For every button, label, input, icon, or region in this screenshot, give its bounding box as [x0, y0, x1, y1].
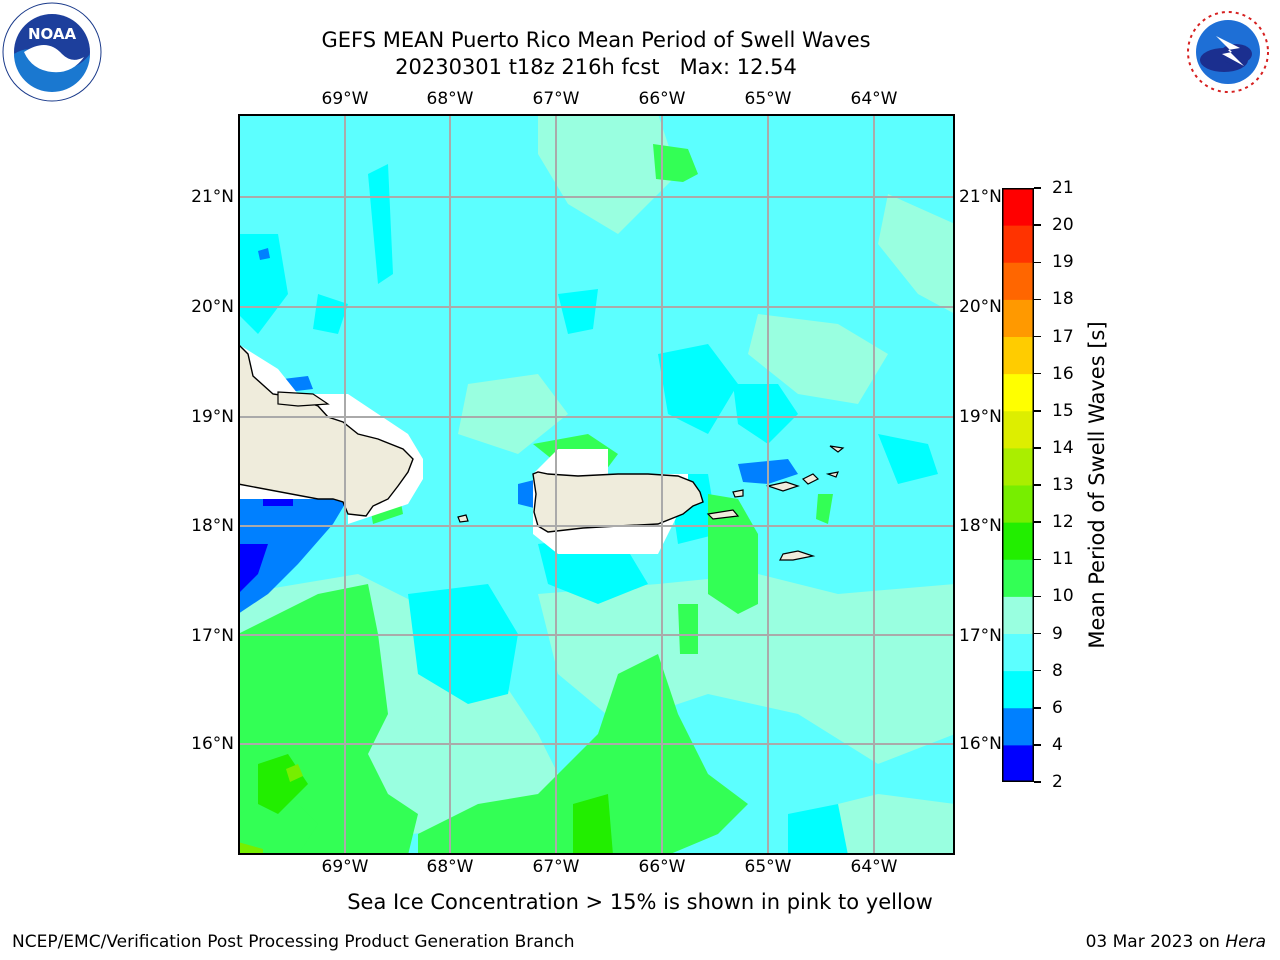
lat-label-right: 21°N: [959, 187, 1002, 207]
forecast-subtitle: 20230301 t18z 216h fcst Max: 12.54: [395, 55, 797, 79]
lon-label-bottom: 65°W: [744, 857, 792, 877]
lat-label-right: 16°N: [959, 734, 1002, 754]
colorbar-tick-mark: [1034, 484, 1041, 486]
colorbar-tick-label: 10: [1052, 586, 1074, 607]
colorbar-bin: [1002, 559, 1034, 597]
colorbar-tick-label: 18: [1052, 289, 1074, 310]
lon-label-top: 66°W: [638, 89, 686, 109]
colorbar-bin: [1002, 225, 1034, 263]
colorbar-bin: [1002, 410, 1034, 449]
footer-credit: NCEP/EMC/Verification Post Processing Pr…: [12, 932, 575, 952]
colorbar-tick-mark: [1034, 410, 1041, 412]
colorbar-bin: [1002, 447, 1034, 486]
colorbar-tick-label: 8: [1052, 660, 1063, 681]
colorbar-tick-label: 16: [1052, 363, 1074, 384]
lon-label-bottom: 66°W: [638, 857, 686, 877]
lon-label-bottom: 69°W: [321, 857, 369, 877]
sea-ice-note: Sea Ice Concentration > 15% is shown in …: [347, 890, 933, 914]
lat-label-left: 17°N: [191, 626, 234, 646]
lat-label-left: 21°N: [191, 187, 234, 207]
lon-label-bottom: 68°W: [426, 857, 474, 877]
colorbar-tick-mark: [1034, 335, 1041, 338]
colorbar-bin: [1002, 670, 1034, 709]
nws-logo-icon: [1180, 4, 1276, 100]
colorbar-tick-mark: [1034, 261, 1041, 263]
footer-date-text: 03 Mar 2023 on: [1085, 932, 1226, 952]
lon-label-top: 65°W: [744, 89, 792, 109]
colorbar-tick-label: 20: [1052, 215, 1074, 236]
lon-label-bottom: 67°W: [532, 857, 580, 877]
colorbar-bin: [1002, 744, 1034, 782]
colorbar-tick-label: 19: [1052, 252, 1074, 273]
colorbar-label: Mean Period of Swell Waves [s]: [1085, 321, 1109, 649]
colorbar-tick-label: 2: [1052, 772, 1063, 792]
lat-label-right: 19°N: [959, 407, 1002, 427]
lon-label-top: 68°W: [426, 89, 474, 109]
colorbar-tick-label: 15: [1052, 400, 1074, 421]
colorbar-bin: [1002, 633, 1034, 672]
colorbar-bin: [1002, 299, 1034, 337]
footer-date: 03 Mar 2023 on Hera: [1086, 932, 1266, 952]
colorbar-bin: [1002, 707, 1034, 746]
colorbar-bin: [1002, 373, 1034, 412]
footer-host: Hera: [1225, 932, 1266, 952]
colorbar-tick-mark: [1034, 707, 1041, 709]
colorbar-tick-label: 13: [1052, 475, 1074, 495]
lat-label-left: 20°N: [191, 297, 234, 317]
noaa-logo-text: NOAA: [28, 25, 77, 43]
lat-label-left: 19°N: [191, 407, 234, 427]
colorbar-bin: [1002, 336, 1034, 375]
lat-label-left: 18°N: [191, 516, 234, 536]
swell-period-map: [238, 114, 955, 855]
colorbar-tick-label: 12: [1052, 512, 1074, 533]
colorbar-tick-mark: [1034, 595, 1041, 598]
colorbar-bin: [1002, 188, 1034, 226]
colorbar-tick-mark: [1034, 298, 1041, 301]
lon-label-top: 67°W: [532, 89, 580, 109]
colorbar-tick-label: 21: [1052, 178, 1074, 198]
colorbar-tick-mark: [1034, 744, 1041, 746]
colorbar-tick-mark: [1034, 187, 1041, 189]
lon-label-bottom: 64°W: [850, 857, 898, 877]
noaa-logo-icon: NOAA: [2, 2, 102, 102]
colorbar-tick-label: 17: [1052, 326, 1074, 347]
colorbar-tick-mark: [1034, 521, 1041, 523]
colorbar-tick-mark: [1034, 447, 1041, 449]
colorbar-tick-label: 4: [1052, 734, 1063, 755]
colorbar-bin: [1002, 522, 1034, 560]
lat-label-right: 17°N: [959, 626, 1002, 646]
lat-label-right: 18°N: [959, 516, 1002, 536]
colorbar-tick-mark: [1034, 632, 1041, 635]
colorbar-tick-mark: [1034, 224, 1041, 226]
colorbar-tick-label: 11: [1052, 549, 1074, 570]
colorbar-tick-label: 6: [1052, 697, 1063, 718]
map-title: GEFS MEAN Puerto Rico Mean Period of Swe…: [321, 28, 871, 52]
lon-label-top: 64°W: [850, 89, 898, 109]
colorbar-bin: [1002, 485, 1034, 523]
colorbar-bin: [1002, 596, 1034, 634]
lat-label-right: 20°N: [959, 297, 1002, 317]
colorbar-tick-mark: [1034, 781, 1041, 783]
colorbar-tick-mark: [1034, 669, 1041, 672]
colorbar-tick-label: 9: [1052, 623, 1063, 644]
colorbar: [1002, 188, 1034, 782]
colorbar-bin: [1002, 262, 1034, 300]
colorbar-tick-mark: [1034, 372, 1041, 375]
colorbar-tick-label: 14: [1052, 437, 1074, 458]
lat-label-left: 16°N: [191, 734, 234, 754]
lon-label-top: 69°W: [321, 89, 369, 109]
colorbar-tick-mark: [1034, 558, 1041, 560]
